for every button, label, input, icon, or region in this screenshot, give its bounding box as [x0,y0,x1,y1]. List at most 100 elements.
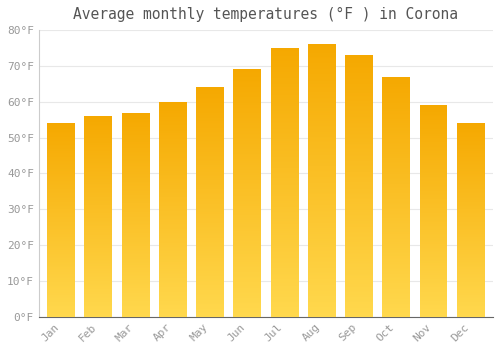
Bar [47,132,75,133]
Bar [196,269,224,270]
Bar [47,309,75,310]
Bar [345,268,373,270]
Bar [122,309,150,310]
Bar [84,266,112,267]
Bar [382,280,410,281]
Bar [382,312,410,313]
Bar [196,309,224,310]
Bar [159,141,187,142]
Bar [122,204,150,205]
Bar [159,215,187,216]
Bar [308,222,336,223]
Bar [159,233,187,234]
Bar [47,310,75,311]
Bar [159,192,187,193]
Bar [234,312,262,313]
Bar [84,238,112,239]
Bar [308,284,336,286]
Bar [122,238,150,239]
Bar [122,295,150,296]
Bar [308,117,336,118]
Bar [308,115,336,117]
Bar [84,126,112,127]
Bar [122,155,150,156]
Bar [196,210,224,211]
Bar [457,188,484,189]
Bar [234,73,262,75]
Bar [84,134,112,135]
Bar [308,204,336,205]
Bar [308,124,336,125]
Bar [270,247,298,248]
Bar [122,262,150,264]
Bar [196,205,224,207]
Bar [84,164,112,165]
Bar [270,67,298,68]
Bar [345,233,373,235]
Bar [270,239,298,240]
Bar [234,245,262,246]
Bar [345,127,373,128]
Bar [457,204,484,205]
Bar [270,104,298,106]
Bar [196,251,224,253]
Bar [382,128,410,130]
Bar [308,277,336,279]
Bar [196,89,224,90]
Bar [457,151,484,152]
Bar [308,294,336,295]
Bar [382,180,410,181]
Bar [159,203,187,204]
Bar [382,228,410,229]
Bar [457,163,484,164]
Bar [122,128,150,129]
Bar [270,99,298,100]
Bar [420,202,448,203]
Bar [122,260,150,261]
Bar [270,204,298,205]
Bar [420,252,448,253]
Bar [196,106,224,107]
Bar [84,271,112,272]
Bar [270,59,298,60]
Bar [122,160,150,161]
Bar [47,302,75,303]
Bar [308,178,336,179]
Bar [84,129,112,130]
Bar [159,137,187,138]
Bar [196,271,224,272]
Bar [47,168,75,169]
Bar [234,85,262,87]
Bar [196,240,224,241]
Bar [270,268,298,270]
Bar [420,194,448,195]
Bar [122,219,150,220]
Bar [457,304,484,305]
Bar [457,225,484,226]
Bar [122,222,150,223]
Bar [382,300,410,301]
Bar [308,134,336,136]
Bar [382,135,410,137]
Bar [420,154,448,155]
Bar [159,152,187,153]
Bar [122,281,150,282]
Bar [308,96,336,98]
Bar [47,251,75,252]
Bar [308,288,336,289]
Bar [159,153,187,154]
Bar [457,306,484,307]
Bar [420,149,448,150]
Bar [308,306,336,307]
Bar [270,131,298,133]
Bar [270,266,298,267]
Bar [234,295,262,296]
Bar [47,131,75,132]
Bar [159,163,187,164]
Bar [84,279,112,280]
Bar [270,80,298,82]
Bar [420,305,448,306]
Bar [420,273,448,274]
Bar [382,196,410,197]
Bar [196,99,224,100]
